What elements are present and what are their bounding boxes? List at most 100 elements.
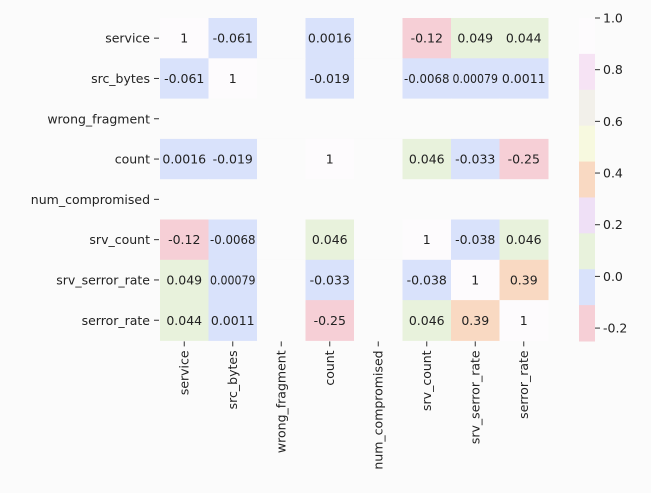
cell-value-label: 0.39 xyxy=(461,313,489,328)
column-tick-label: num_compromised xyxy=(371,350,386,469)
heatmap-cell xyxy=(305,300,355,341)
heatmap-cell xyxy=(305,98,355,140)
colorbar-band xyxy=(579,305,595,342)
heatmap-cell xyxy=(257,138,306,180)
cell-value-label: -0.033 xyxy=(310,272,350,287)
cell-value-label: 1 xyxy=(423,232,431,247)
heatmap-cell xyxy=(451,179,500,220)
colorbar-band xyxy=(579,233,595,270)
cell-value-label: 0.00079 xyxy=(453,71,499,86)
heatmap-cell xyxy=(257,259,306,301)
heatmap-cell xyxy=(257,98,306,140)
heatmap-cell xyxy=(402,58,452,100)
colorbar-tick-label: 0.2 xyxy=(603,217,623,232)
heatmap-cell xyxy=(208,58,258,100)
cell-value-label: -0.061 xyxy=(213,31,253,46)
column-tick-label: srv_count xyxy=(419,350,434,411)
cell-value-label: 0.0016 xyxy=(308,31,352,46)
cell-value-label: 0.046 xyxy=(409,313,445,328)
colorbar-tick-label: 0.6 xyxy=(603,114,623,129)
cell-value-label: -0.12 xyxy=(168,232,200,247)
heatmap-cell-labels: 1 -0.061 0.0016 -0.12 0.049 0.044 -0.061 1 -0.01… xyxy=(162,31,545,328)
column-tick-label: serror_rate xyxy=(516,350,531,419)
heatmap-cell xyxy=(354,300,403,341)
heatmap-cell xyxy=(402,98,452,140)
row-tick-label: srv_count xyxy=(89,232,150,247)
heatmap-cell xyxy=(451,138,500,180)
cell-value-label: -0.25 xyxy=(508,152,540,167)
cell-value-label: 0.049 xyxy=(166,272,202,287)
heatmap-cell xyxy=(451,300,500,341)
heatmap-cell xyxy=(451,219,500,261)
colorbar-band xyxy=(579,125,595,163)
colorbar-band xyxy=(579,197,595,234)
heatmap-cell xyxy=(354,58,403,100)
cell-value-label: 0.046 xyxy=(409,152,445,167)
cell-value-label: 0.046 xyxy=(312,232,348,247)
cell-value-label: 0.0011 xyxy=(211,313,255,328)
colorbar-tick-label: -0.2 xyxy=(603,321,627,336)
cell-value-label: 0.044 xyxy=(506,31,542,46)
colorbar-band xyxy=(579,18,595,55)
cell-value-label: 0.39 xyxy=(510,272,538,287)
heatmap-cell xyxy=(499,58,549,100)
heatmap-cell xyxy=(402,300,452,341)
heatmap-cell xyxy=(208,18,258,59)
colorbar-tick-label: 0.8 xyxy=(603,62,623,77)
heatmap-cell xyxy=(451,259,500,301)
row-tick-label: wrong_fragment xyxy=(47,111,150,126)
row-tick-label: srv_serror_rate xyxy=(56,272,150,287)
heatmap-cell xyxy=(354,179,403,220)
heatmap-cell xyxy=(354,18,403,59)
heatmap-cell xyxy=(354,98,403,140)
heatmap-cell xyxy=(160,138,209,180)
cell-value-label: 0.049 xyxy=(457,31,493,46)
column-tick-label: service xyxy=(177,350,192,395)
row-tick-label: serror_rate xyxy=(82,313,151,328)
heatmap-cell xyxy=(499,98,549,140)
heatmap-cell xyxy=(354,259,403,301)
heatmap-cell xyxy=(305,138,355,180)
heatmap-cell xyxy=(257,300,306,341)
cell-value-label: 1 xyxy=(520,313,528,328)
heatmap-cell xyxy=(402,219,452,261)
cell-value-label: -0.038 xyxy=(407,272,447,287)
cell-value-label: -0.019 xyxy=(310,71,350,86)
colorbar-tick-label: 1.0 xyxy=(603,11,623,26)
row-tick-label: src_bytes xyxy=(91,71,150,86)
heatmap-cell xyxy=(402,138,452,180)
cell-value-label: 0.0016 xyxy=(162,152,206,167)
heatmap-cell xyxy=(257,58,306,100)
heatmap-cell xyxy=(499,219,549,261)
heatmap-cell xyxy=(257,18,306,59)
heatmap-cell xyxy=(208,179,258,220)
cell-value-label: 1 xyxy=(471,272,479,287)
cell-value-label: 0.044 xyxy=(166,313,202,328)
cell-value-label: -0.0068 xyxy=(210,232,256,247)
cell-value-label: -0.033 xyxy=(455,152,495,167)
colorbar-band xyxy=(579,89,595,127)
heatmap-cell xyxy=(160,18,209,59)
heatmap-cell xyxy=(208,219,258,261)
cell-value-label: -0.12 xyxy=(411,31,443,46)
heatmap-cell xyxy=(499,179,549,220)
heatmap-cell xyxy=(160,179,209,220)
cell-value-label: -0.038 xyxy=(455,232,495,247)
heatmap-cell xyxy=(257,219,306,261)
heatmap-cell xyxy=(402,259,452,301)
cell-value-label: -0.019 xyxy=(213,152,253,167)
heatmap-cell xyxy=(499,18,549,59)
heatmap-cell xyxy=(451,58,500,100)
heatmap-cell xyxy=(208,259,258,301)
heatmap-cell xyxy=(257,179,306,220)
heatmap-cell xyxy=(499,259,549,301)
column-tick-labels: service src_bytes wrong_fragment count num_c… xyxy=(177,341,531,470)
colorbar-tick-label: 0.4 xyxy=(603,166,623,181)
heatmap-cell xyxy=(499,300,549,341)
heatmap-cell xyxy=(305,179,355,220)
cell-value-label: 1 xyxy=(326,152,334,167)
column-tick-label: wrong_fragment xyxy=(274,350,289,453)
heatmap-cell xyxy=(160,219,209,261)
